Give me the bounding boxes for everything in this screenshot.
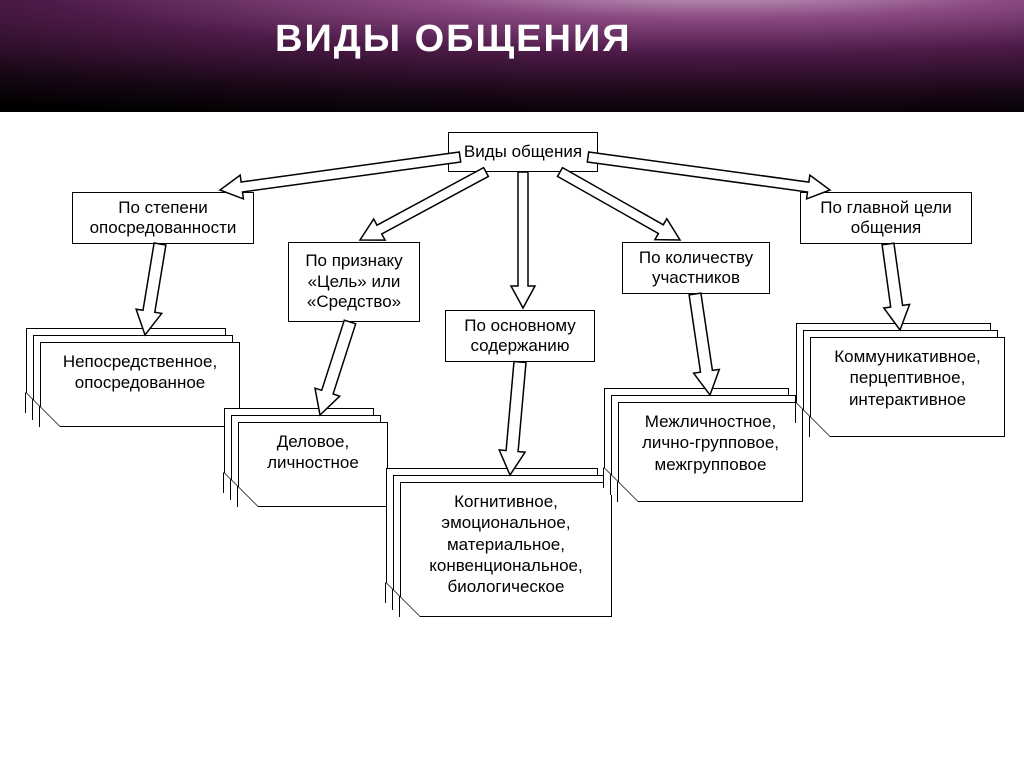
leaf-node: Межличностное,лично-групповое,межгруппов…	[618, 402, 803, 502]
category-label: По количествуучастников	[639, 248, 753, 289]
slide-header: ВИДЫ ОБЩЕНИЯ	[0, 0, 1024, 112]
slide: ВИДЫ ОБЩЕНИЯ Виды общения По степениопос…	[0, 0, 1024, 767]
leaf-node: Коммуникативное,перцептивное,интерактивн…	[810, 337, 1005, 437]
category-node: По степениопосредованности	[72, 192, 254, 244]
leaf-stack: Межличностное,лично-групповое,межгруппов…	[618, 402, 803, 502]
arrow	[558, 168, 681, 240]
category-label: По основномусодержанию	[464, 316, 575, 357]
arrow	[136, 243, 166, 335]
diagram-canvas: Виды общения По степениопосредованности …	[0, 112, 1024, 767]
category-label: По главной целиобщения	[820, 198, 952, 239]
slide-title: ВИДЫ ОБЩЕНИЯ	[275, 18, 632, 61]
arrow	[360, 168, 488, 241]
category-node: По признаку«Цель» или«Средство»	[288, 242, 420, 322]
arrow	[587, 152, 830, 199]
leaf-node: Когнитивное,эмоциональное,материальное,к…	[400, 482, 612, 617]
root-label: Виды общения	[464, 142, 582, 162]
leaf-label: Непосредственное,опосредованное	[63, 351, 217, 394]
leaf-stack: Коммуникативное,перцептивное,интерактивн…	[810, 337, 1005, 437]
category-node: По главной целиобщения	[800, 192, 972, 244]
leaf-label: Коммуникативное,перцептивное,интерактивн…	[834, 346, 981, 410]
leaf-stack: Деловое,личностное	[238, 422, 388, 507]
leaf-label: Когнитивное,эмоциональное,материальное,к…	[429, 491, 582, 597]
arrow	[689, 293, 719, 395]
root-node: Виды общения	[448, 132, 598, 172]
leaf-node: Непосредственное,опосредованное	[40, 342, 240, 427]
category-node: По основномусодержанию	[445, 310, 595, 362]
leaf-node: Деловое,личностное	[238, 422, 388, 507]
arrow	[220, 152, 461, 199]
category-label: По признаку«Цель» или«Средство»	[305, 251, 402, 312]
arrow	[511, 172, 535, 308]
leaf-stack: Непосредственное,опосредованное	[40, 342, 240, 427]
category-node: По количествуучастников	[622, 242, 770, 294]
leaf-label: Межличностное,лично-групповое,межгруппов…	[642, 411, 779, 475]
arrow	[882, 243, 910, 330]
arrow	[315, 320, 356, 415]
leaf-label: Деловое,личностное	[267, 431, 359, 474]
arrow	[499, 362, 526, 476]
leaf-stack: Когнитивное,эмоциональное,материальное,к…	[400, 482, 612, 617]
category-label: По степениопосредованности	[90, 198, 237, 239]
